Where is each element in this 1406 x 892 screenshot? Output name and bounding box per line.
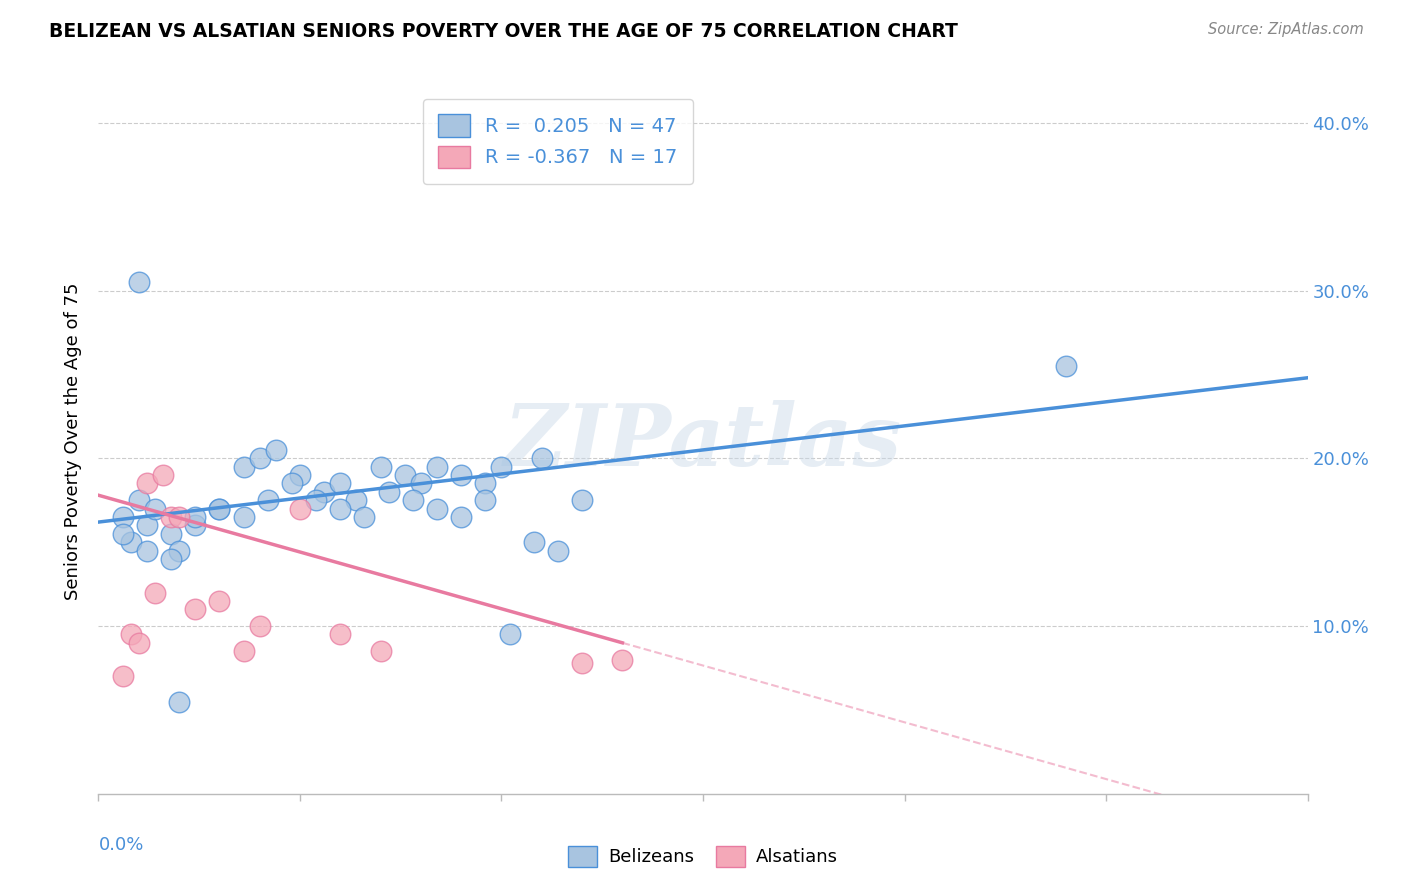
Point: [232, 644, 254, 658]
Point: [111, 526, 134, 541]
Text: Source: ZipAtlas.com: Source: ZipAtlas.com: [1208, 22, 1364, 37]
Point: [426, 459, 449, 474]
Point: [256, 493, 278, 508]
Legend: R =  0.205   N = 47, R = -0.367   N = 17: R = 0.205 N = 47, R = -0.367 N = 17: [423, 99, 693, 184]
Point: [167, 695, 190, 709]
Point: [394, 468, 416, 483]
Point: [120, 627, 142, 641]
Point: [305, 493, 328, 508]
Point: [523, 535, 546, 549]
Point: [377, 484, 399, 499]
Point: [135, 518, 157, 533]
Point: [571, 493, 593, 508]
Point: [184, 602, 207, 616]
Point: [409, 476, 432, 491]
Point: [547, 543, 569, 558]
Point: [152, 468, 174, 483]
Legend: Belizeans, Alsatians: Belizeans, Alsatians: [561, 838, 845, 874]
Point: [167, 543, 190, 558]
Point: [128, 636, 150, 650]
Point: [208, 501, 231, 516]
Point: [184, 510, 207, 524]
Point: [249, 451, 271, 466]
Point: [612, 653, 634, 667]
Text: BELIZEAN VS ALSATIAN SENIORS POVERTY OVER THE AGE OF 75 CORRELATION CHART: BELIZEAN VS ALSATIAN SENIORS POVERTY OVE…: [49, 22, 957, 41]
Text: 0.0%: 0.0%: [98, 836, 143, 855]
Text: ZIPatlas: ZIPatlas: [503, 400, 903, 483]
Point: [370, 644, 392, 658]
Point: [120, 535, 142, 549]
Point: [344, 493, 367, 508]
Point: [474, 493, 496, 508]
Point: [135, 543, 157, 558]
Point: [571, 656, 593, 670]
Point: [329, 476, 352, 491]
Point: [111, 510, 134, 524]
Point: [402, 493, 425, 508]
Point: [232, 510, 254, 524]
Point: [143, 585, 166, 599]
Point: [135, 476, 157, 491]
Point: [1054, 359, 1077, 373]
Point: [426, 501, 449, 516]
Point: [530, 451, 553, 466]
Point: [232, 459, 254, 474]
Point: [167, 510, 190, 524]
Point: [160, 526, 183, 541]
Point: [281, 476, 304, 491]
Point: [128, 493, 150, 508]
Point: [208, 594, 231, 608]
Point: [329, 501, 352, 516]
Y-axis label: Seniors Poverty Over the Age of 75: Seniors Poverty Over the Age of 75: [63, 283, 82, 600]
Point: [498, 627, 520, 641]
Point: [111, 669, 134, 683]
Point: [450, 468, 472, 483]
Point: [491, 459, 513, 474]
Point: [128, 275, 150, 289]
Point: [314, 484, 336, 499]
Point: [450, 510, 472, 524]
Point: [160, 552, 183, 566]
Point: [329, 627, 352, 641]
Point: [288, 501, 311, 516]
Point: [264, 442, 287, 457]
Point: [184, 518, 207, 533]
Point: [143, 501, 166, 516]
Point: [474, 476, 496, 491]
Point: [353, 510, 375, 524]
Point: [208, 501, 231, 516]
Point: [249, 619, 271, 633]
Point: [288, 468, 311, 483]
Point: [370, 459, 392, 474]
Point: [160, 510, 183, 524]
